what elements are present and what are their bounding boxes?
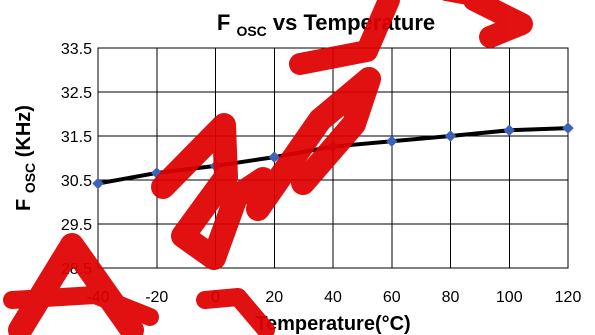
y-axis-label-subscript: OSC — [22, 163, 38, 193]
data-point-marker — [92, 177, 104, 190]
watermark-stroke-4 — [246, 67, 381, 221]
watermark-stroke-8 — [196, 288, 275, 335]
y-axis-label: F OSC (KHz) — [13, 105, 40, 211]
chart-title-suffix: vs Temperature — [273, 10, 435, 35]
y-tick-label: 32.5 — [61, 85, 92, 102]
x-tick-label: 60 — [383, 289, 401, 306]
x-tick-labels: -40 -20 0 20 40 60 80 100 120 — [86, 289, 581, 306]
y-tick-label: 29.5 — [61, 217, 92, 234]
data-point-marker — [268, 151, 280, 163]
data-point-marker — [444, 130, 457, 142]
x-tick-label: 40 — [324, 289, 342, 306]
y-tick-label: 31.5 — [61, 129, 92, 146]
y-tick-labels: 33.532.531.530.529.528.5 — [61, 41, 92, 278]
watermark-stroke-5 — [289, 0, 400, 75]
chart-title-subscript: OSC — [236, 23, 266, 39]
x-tick-label: 100 — [496, 289, 523, 306]
x-tick-label: 20 — [265, 289, 283, 306]
chart-title-prefix: F — [217, 10, 230, 35]
data-point-marker — [503, 124, 515, 136]
red-watermark-graphic — [3, 0, 533, 335]
x-axis-label: Temperature(°C) — [255, 313, 410, 335]
x-tick-label: -20 — [145, 289, 168, 306]
x-tick-label: 120 — [555, 289, 582, 306]
watermark-stroke-2 — [3, 286, 159, 326]
chart-title: F OSC vs Temperature — [217, 10, 435, 41]
watermark-stroke-3 — [151, 113, 275, 270]
y-tick-label: 33.5 — [61, 41, 92, 58]
y-tick-label: 30.5 — [61, 173, 92, 190]
y-axis-label-prefix: F — [13, 199, 35, 211]
data-point-marker — [562, 122, 574, 134]
x-tick-label: 80 — [442, 289, 460, 306]
data-point-marker — [386, 135, 398, 147]
y-axis-label-suffix: (KHz) — [13, 105, 35, 157]
